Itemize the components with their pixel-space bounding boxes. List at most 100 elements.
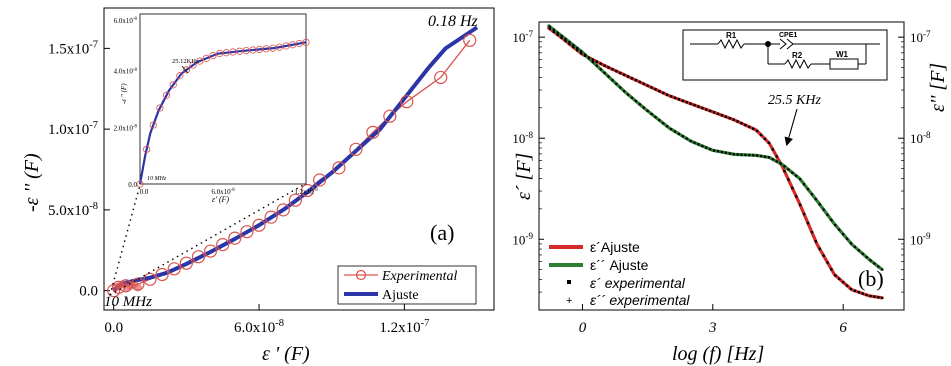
data-point-cluster: [133, 283, 142, 292]
data-point-eps2-exp: [654, 116, 657, 119]
data-point-eps1-exp: [736, 120, 739, 123]
legend-label-eps2-fit: ε´´ Ajuste: [590, 257, 649, 273]
zoom-guide-right: [109, 183, 306, 296]
data-point-eps2-exp: [623, 90, 626, 93]
inset-data-point: [176, 72, 184, 80]
data-point-eps2-exp: [599, 68, 602, 71]
data-point-eps1-exp: [787, 178, 790, 181]
data-point-eps2-exp: [595, 64, 598, 67]
data-point-eps2-exp: [556, 31, 559, 34]
data-point-eps1-exp: [576, 49, 579, 52]
data-point-eps2-exp: [849, 242, 853, 245]
data-point-eps2-exp: [705, 146, 708, 149]
data-point-eps2-exp: [662, 122, 665, 125]
inset-data-point: [202, 54, 210, 62]
data-point-eps2-exp: [826, 213, 829, 216]
inset-data-point: [196, 57, 204, 65]
data-point-eps1-exp: [677, 98, 681, 101]
annotation-arrow: [784, 108, 798, 147]
legend-box: [337, 265, 477, 305]
data-point-eps1-exp: [845, 284, 849, 287]
x-tick-label: 1.2x10-7: [379, 318, 429, 336]
panel-b-ticks: 0 3 6 10-7 10-7 10-8 10-8 10-9 10-9: [512, 29, 931, 336]
panel-b-series: [546, 23, 884, 300]
panel-a-legend: Experimental Ajuste: [337, 265, 477, 305]
panel-a-xlabel: ε ' (F): [262, 343, 310, 365]
y-tick-label-left: 10-7: [512, 29, 533, 45]
data-point-eps1-exp: [642, 82, 645, 86]
circuit-label-w1: W1: [836, 50, 849, 59]
y-tick-label-right: 10-9: [910, 231, 931, 247]
data-point-eps1-exp: [771, 148, 774, 151]
data-point-eps2-exp: [634, 100, 637, 103]
data-point-eps1-exp: [681, 99, 685, 102]
data-point-eps2-exp: [810, 193, 813, 196]
circuit-label-r1: R1: [726, 31, 737, 40]
data-point-eps2-exp: [619, 86, 622, 89]
data-point-eps2-exp: [693, 141, 696, 144]
data-point-eps2-exp: [732, 153, 735, 156]
data-point-eps1-exp: [724, 115, 728, 118]
data-point-experimental: [349, 142, 363, 156]
data-point-eps1-exp: [744, 123, 747, 127]
y-tick-label: 5.0x10-8: [48, 201, 98, 219]
data-point-eps1-exp: [763, 137, 767, 141]
data-point-eps2-exp: [638, 103, 641, 106]
data-point-eps1-exp: [599, 62, 602, 65]
data-point-eps2-exp: [728, 152, 731, 155]
data-point-eps1-exp: [622, 73, 626, 76]
data-point-eps1-exp: [548, 27, 552, 30]
data-point-experimental: [155, 267, 169, 282]
data-point-eps1-exp: [740, 122, 743, 125]
data-point-eps1-exp: [881, 296, 884, 300]
inset-plot: 0.0 6.0x10-8 1.2x10-8 0.0 2.0x10-8 4.0x10-8 6.…: [114, 13, 318, 204]
data-point-eps1-exp: [552, 30, 555, 33]
data-point-eps1-exp: [830, 268, 833, 271]
data-point-eps1-exp: [634, 79, 638, 82]
data-point-eps1-exp: [560, 36, 563, 40]
y-tick-label: 1.0x10-7: [48, 120, 98, 138]
data-point-eps2-exp: [685, 137, 688, 140]
data-point-experimental: [383, 109, 397, 123]
data-point-eps1-exp: [591, 58, 595, 61]
data-point-eps2-exp: [646, 109, 649, 113]
inset-annotation-hf: 10 MHz: [147, 176, 167, 182]
data-point-eps1-exp: [665, 93, 669, 96]
data-point-eps2-exp: [548, 25, 551, 28]
inset-data-point: [189, 61, 197, 69]
data-point-eps2-exp: [611, 79, 614, 82]
x-tick-label: 0.0: [104, 320, 123, 336]
data-point-eps1-exp: [603, 64, 606, 67]
data-point-eps2-exp: [818, 203, 821, 206]
data-point-eps2-exp: [865, 256, 868, 259]
data-point-eps1-exp: [853, 289, 857, 293]
panel-a-ticks: 0.0 6.0x10-8 1.2x10-7 0.0 5.0x10-8 1.0x10-7 1.…: [48, 39, 429, 336]
data-point-eps2-exp: [771, 158, 774, 161]
data-point-experimental: [228, 231, 242, 245]
panel-a: 0.0 6.0x10-8 1.2x10-7 0.0 5.0x10-8 1.0x10-7 1.…: [21, 7, 495, 365]
legend-marker-experimental: [355, 269, 367, 281]
data-point-eps1-exp: [783, 169, 786, 173]
data-point-eps2-exp: [830, 218, 833, 222]
inset-x-tick-label: 6.0x10-8: [211, 188, 235, 196]
panel-a-annotation-high-freq: 10 MHz: [104, 294, 152, 310]
legend-marker-eps2-exp: +: [566, 295, 572, 307]
data-point-eps1-exp: [755, 129, 759, 133]
inset-xlabel: ε' (F): [212, 195, 229, 204]
data-point-experimental: [240, 225, 254, 239]
y-tick-label: 1.5x10-7: [48, 39, 98, 57]
data-point-eps2-exp: [779, 162, 782, 165]
data-point-eps1-exp: [556, 33, 559, 36]
data-point-eps1-exp: [689, 102, 692, 105]
data-point-eps1-exp: [748, 125, 751, 129]
inset-data-point: [289, 41, 297, 49]
data-point-eps1-exp: [877, 296, 880, 299]
data-point-eps1-exp: [818, 247, 821, 251]
data-point-eps2-exp: [576, 47, 579, 50]
inset-peak-arrow: [181, 65, 189, 74]
data-point-eps2-exp: [716, 150, 720, 153]
data-point-experimental: [312, 173, 327, 187]
data-point-eps2-exp: [658, 119, 661, 122]
data-point-eps1-exp: [650, 86, 653, 89]
